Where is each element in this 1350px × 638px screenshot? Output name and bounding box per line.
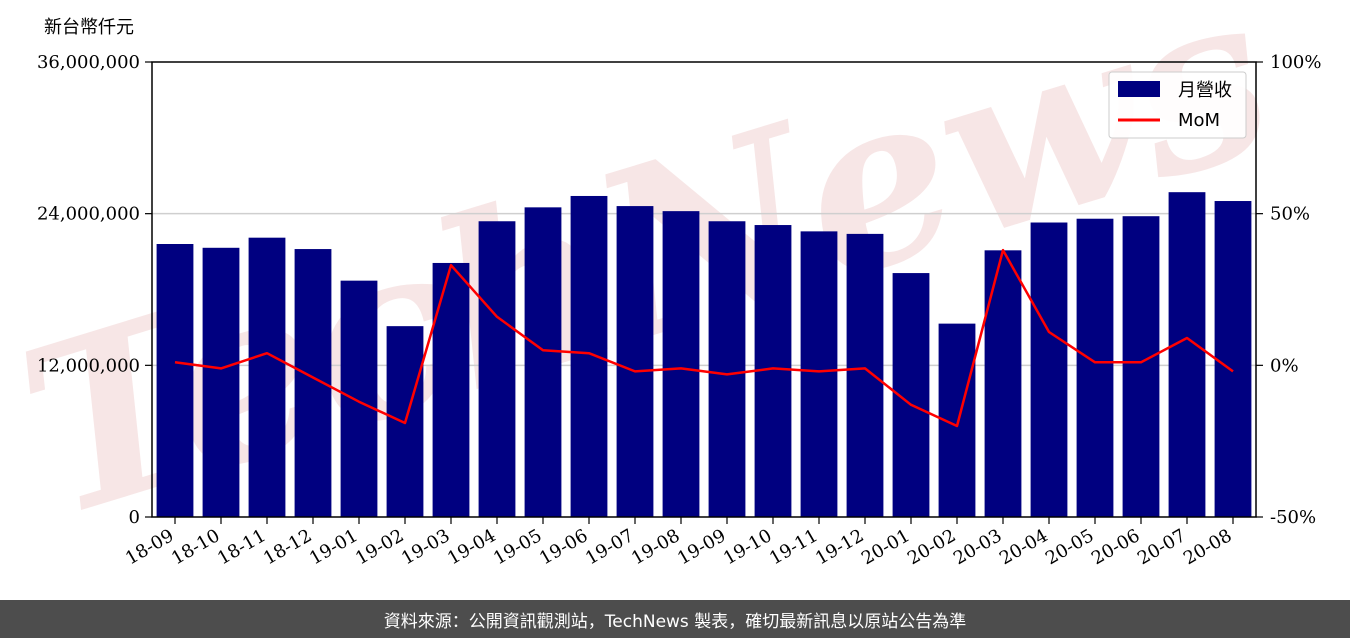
x-tick-label: 19-08	[628, 525, 683, 569]
x-tick-label: 19-02	[352, 525, 407, 569]
revenue-bars	[156, 192, 1252, 518]
x-tick-label: 19-09	[674, 525, 729, 569]
x-tick-label: 19-04	[444, 525, 499, 569]
y-right-tick-label: 50%	[1270, 204, 1310, 225]
mom-line	[174, 248, 1234, 428]
y-right-tick-label: 100%	[1270, 52, 1321, 73]
bar-19-11	[800, 231, 838, 517]
legend-swatch-revenue	[1118, 81, 1160, 97]
footer-source-note: 資料來源：公開資訊觀測站，TechNews 製表，確切最新訊息以原站公告為準	[0, 600, 1350, 638]
plot-frame	[151, 61, 1257, 518]
mom-series-line	[174, 248, 1234, 428]
x-tick-label: 19-12	[812, 525, 867, 569]
x-tick-label: 19-11	[766, 525, 821, 569]
x-tick-label: 20-08	[1180, 525, 1235, 569]
y-left-tick-label: 36,000,000	[37, 52, 140, 73]
grid-lines	[152, 212, 1256, 367]
bar-20-05	[1076, 218, 1114, 517]
y-right-tick-label: 0%	[1270, 355, 1299, 376]
x-tick-label: 19-05	[490, 525, 545, 569]
bar-20-08	[1214, 201, 1252, 517]
x-tick-label: 20-07	[1134, 525, 1189, 569]
x-tick-label: 19-01	[306, 525, 361, 569]
bar-19-07	[616, 206, 654, 518]
x-tick-label: 20-02	[904, 525, 959, 569]
bar-19-08	[662, 211, 700, 517]
y-left-tick-label: 12,000,000	[37, 355, 140, 376]
x-tick-label: 19-03	[398, 525, 453, 569]
x-tick-label: 20-06	[1088, 525, 1143, 569]
bar-18-10	[202, 247, 240, 517]
bar-20-07	[1168, 192, 1206, 518]
bar-19-03	[432, 262, 470, 517]
chart: TechNews 012,000,00024,000,00036,000,000…	[0, 0, 1321, 570]
x-tick-label: 18-12	[260, 525, 315, 569]
bar-20-04	[1030, 222, 1068, 517]
unit-label: 新台幣仟元	[44, 17, 134, 38]
x-tick-label: 18-11	[214, 525, 269, 569]
bar-19-06	[570, 195, 608, 517]
x-tick-label: 19-06	[536, 525, 591, 569]
bar-19-05	[524, 207, 562, 517]
bar-19-04	[478, 221, 516, 517]
legend-label-mom: MoM	[1178, 110, 1220, 131]
bar-19-12	[846, 233, 884, 517]
x-tick-label: 19-10	[720, 525, 775, 569]
bar-19-09	[708, 221, 746, 517]
bar-18-09	[156, 244, 194, 517]
x-tick-label: 20-05	[1042, 525, 1097, 569]
y-left-tick-label: 24,000,000	[37, 204, 140, 225]
bar-20-06	[1122, 216, 1160, 517]
x-tick-label: 20-01	[858, 525, 913, 569]
y-right-tick-label: -50%	[1270, 507, 1316, 528]
bar-19-01	[340, 280, 378, 517]
y-left-tick-label: 0	[129, 507, 140, 528]
legend: 月營收 MoM	[1108, 71, 1247, 139]
bar-20-03	[984, 250, 1022, 517]
legend-label-revenue: 月營收	[1178, 80, 1232, 101]
bar-18-11	[248, 237, 286, 518]
x-tick-label: 20-03	[950, 525, 1005, 569]
x-tick-label: 19-07	[582, 525, 637, 569]
x-tick-label: 20-04	[996, 525, 1051, 569]
